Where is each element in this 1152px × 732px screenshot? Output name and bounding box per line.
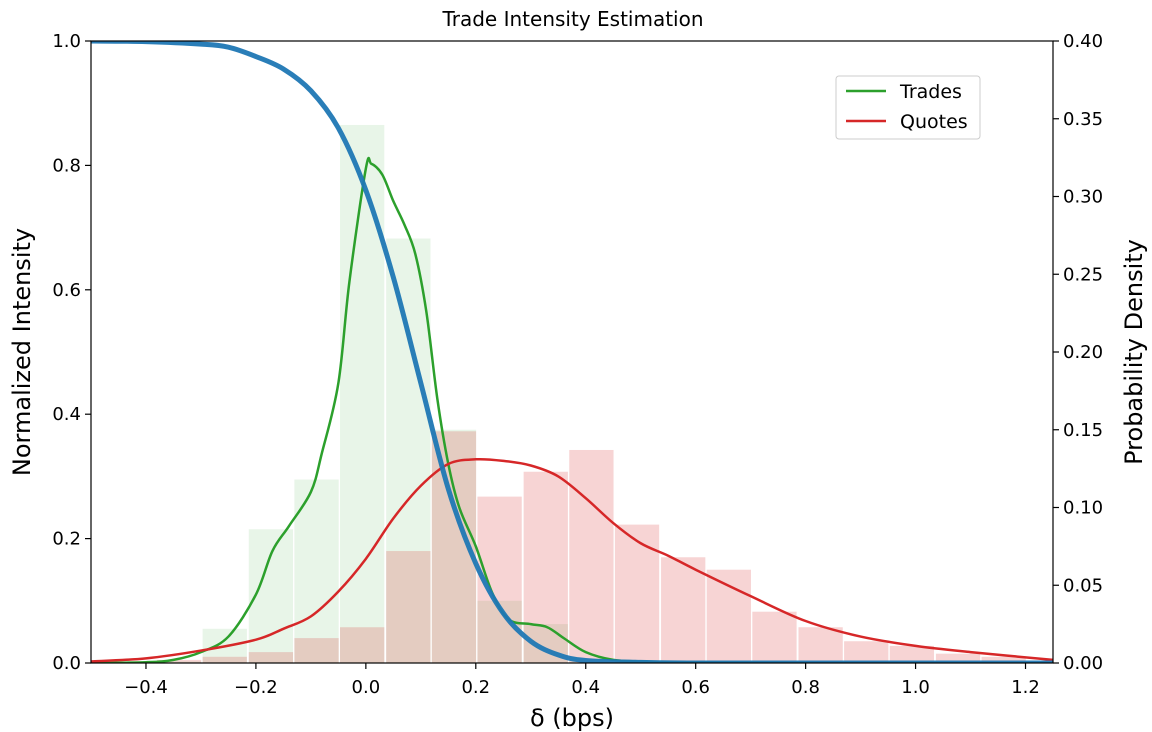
trades-line xyxy=(91,156,1053,663)
y-left-tick-label: 1.0 xyxy=(52,31,81,52)
y-right-tick-label: 0.25 xyxy=(1063,264,1103,285)
quotes-hist-bar xyxy=(752,611,797,663)
x-tick-label: 0.6 xyxy=(681,677,710,698)
x-tick-label: 1.2 xyxy=(1011,677,1040,698)
plot-clip-group xyxy=(91,41,1053,663)
y-right-tick-label: 0.10 xyxy=(1063,498,1103,519)
plot-area xyxy=(91,41,1053,663)
y-right-tick-label: 0.30 xyxy=(1063,187,1103,208)
y-left-tick-label: 0.8 xyxy=(52,155,81,176)
quotes-hist-bar xyxy=(156,659,202,663)
y-left-tick-label: 0.2 xyxy=(52,529,81,550)
quotes-hist-bar xyxy=(294,638,339,663)
y-right-axis-title: Probability Density xyxy=(1120,239,1148,465)
quotes-hist-bar xyxy=(386,551,431,663)
quotes-hist-bar xyxy=(248,652,294,663)
quotes-hist-bar xyxy=(202,656,247,663)
quotes-hist-bar xyxy=(935,653,981,663)
x-tick-label: 1.0 xyxy=(901,677,930,698)
y-right-tick-label: 0.00 xyxy=(1063,653,1103,674)
y-right-tick-label: 0.20 xyxy=(1063,342,1103,363)
y-left-tick-label: 0.0 xyxy=(52,653,81,674)
axes: −0.4 −0.2 0.0 0.2 0.4 0.6 0.8 1.0 1.2 0.0 0.2 0.4 0.… xyxy=(52,31,1103,698)
legend-trades-label: Trades xyxy=(899,81,962,103)
x-tick-label: 0.0 xyxy=(352,677,381,698)
quotes-line xyxy=(91,457,1053,663)
y-right-tick-label: 0.05 xyxy=(1063,575,1103,596)
chart-title: Trade Intensity Estimation xyxy=(441,7,703,31)
x-tick-label: −0.4 xyxy=(124,677,168,698)
quotes-hist-bar xyxy=(706,569,751,663)
quotes-hist-bar xyxy=(844,641,889,663)
y-right-tick-label: 0.35 xyxy=(1063,109,1103,130)
x-tick-label: −0.2 xyxy=(234,677,278,698)
trades-hist-bar xyxy=(156,661,202,663)
quotes-hist-bar xyxy=(569,449,614,663)
quotes-hist-bar xyxy=(889,645,935,663)
x-tick-label: 0.4 xyxy=(571,677,600,698)
legend-quotes-label: Quotes xyxy=(900,111,968,133)
intensity-line xyxy=(91,41,1053,663)
y-left-tick-label: 0.4 xyxy=(52,404,81,425)
y-left-tick-label: 0.6 xyxy=(52,280,81,301)
quotes-hist-bar xyxy=(661,557,706,663)
x-tick-label: 0.2 xyxy=(461,677,490,698)
y-right-tick-label: 0.15 xyxy=(1063,420,1103,441)
x-axis-title: δ (bps) xyxy=(530,704,614,732)
trades-hist-bar xyxy=(386,238,431,663)
quotes-hist-bar xyxy=(798,627,843,663)
quotes-hist-bar xyxy=(981,656,1026,663)
x-tick-label: 0.8 xyxy=(791,677,820,698)
quotes-hist-bar xyxy=(340,627,385,663)
legend: Trades Quotes xyxy=(835,75,981,140)
trades-hist-bar xyxy=(294,479,339,663)
quotes-hist-bar xyxy=(523,471,568,663)
quotes-hist-bar xyxy=(614,524,660,663)
y-right-tick-label: 0.40 xyxy=(1063,31,1103,52)
y-left-axis-title: Normalized Intensity xyxy=(8,228,36,476)
